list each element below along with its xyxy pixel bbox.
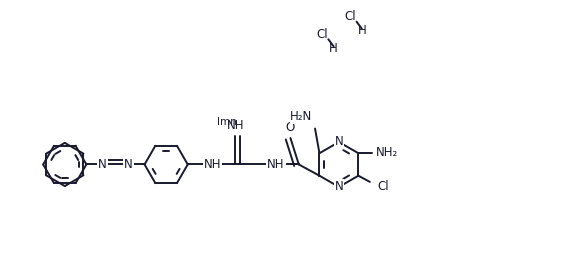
Text: H₂N: H₂N (290, 110, 312, 123)
Text: NH: NH (267, 158, 285, 171)
Text: Imn: Imn (216, 117, 236, 128)
Text: Cl: Cl (316, 27, 328, 40)
Text: N: N (334, 180, 344, 194)
Text: H: H (358, 24, 366, 37)
Text: H: H (329, 42, 338, 55)
Text: Cl: Cl (378, 180, 389, 193)
Text: NH: NH (203, 158, 221, 171)
Text: N: N (124, 158, 133, 171)
Text: NH₂: NH₂ (376, 146, 398, 159)
Text: Cl: Cl (345, 10, 356, 23)
Text: O: O (286, 121, 295, 134)
Text: NH: NH (227, 119, 244, 132)
Text: N: N (98, 158, 107, 171)
Text: N: N (334, 135, 344, 149)
